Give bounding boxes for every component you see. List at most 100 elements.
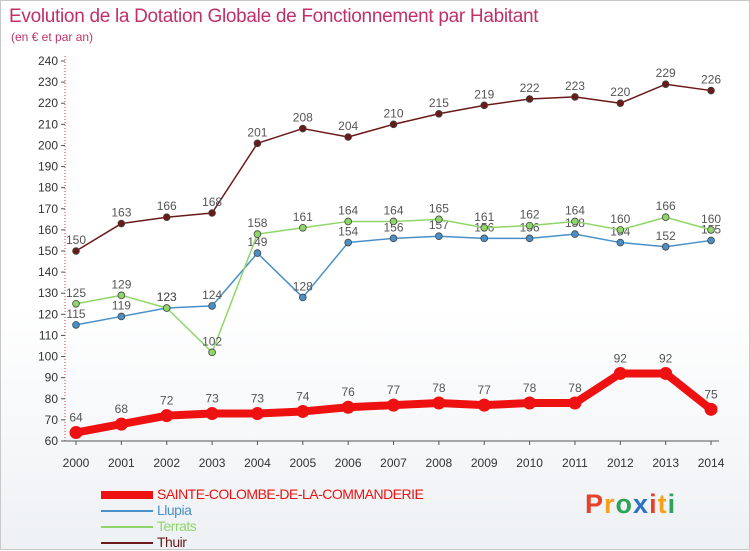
data-label: 78	[523, 381, 537, 395]
data-point	[477, 398, 491, 412]
data-point	[344, 133, 352, 141]
data-label: 92	[659, 351, 673, 365]
data-point	[72, 299, 80, 308]
data-label: 75	[704, 387, 718, 401]
data-point	[525, 221, 534, 230]
data-label: 164	[338, 203, 358, 217]
data-point	[389, 234, 398, 243]
data-label: 78	[432, 381, 446, 395]
data-label: 125	[66, 286, 86, 300]
x-tick-label: 2013	[652, 456, 679, 470]
data-label: 78	[568, 381, 582, 395]
x-tick-label: 2000	[63, 456, 90, 470]
data-label: 215	[429, 96, 449, 110]
data-label: 161	[474, 210, 494, 224]
logo-letter: r	[604, 489, 616, 519]
data-point	[205, 407, 219, 421]
data-point	[208, 209, 216, 217]
data-label: 161	[293, 210, 313, 224]
data-label: 164	[565, 203, 585, 217]
y-tick-label: 90	[45, 371, 59, 385]
data-point	[616, 238, 625, 247]
x-tick-label: 2004	[244, 456, 271, 470]
data-point	[344, 217, 352, 226]
data-point	[480, 223, 489, 232]
data-label: 156	[384, 220, 404, 234]
data-point	[613, 366, 627, 380]
data-label: 72	[160, 394, 174, 408]
data-point	[525, 95, 534, 103]
data-point	[208, 348, 216, 357]
data-point	[389, 217, 398, 226]
y-tick-label: 160	[38, 223, 58, 237]
y-tick-label: 240	[38, 54, 58, 68]
data-point	[117, 291, 126, 300]
y-tick-label: 220	[38, 96, 58, 110]
data-point	[661, 242, 670, 251]
y-tick-label: 120	[38, 307, 58, 321]
data-point	[432, 396, 446, 410]
data-label: 168	[202, 195, 222, 209]
y-tick-label: 130	[38, 286, 58, 300]
data-point	[296, 404, 310, 418]
x-tick-label: 2003	[199, 456, 226, 470]
data-point	[162, 213, 171, 222]
data-label: 119	[112, 298, 131, 312]
data-label: 164	[384, 203, 404, 217]
data-label: 204	[338, 119, 358, 133]
logo-letter: P	[585, 489, 605, 519]
y-tick-label: 190	[38, 160, 58, 174]
y-tick-label: 140	[38, 265, 58, 279]
data-point	[117, 219, 126, 228]
logo-letter: i	[649, 489, 658, 519]
legend-swatch	[101, 542, 153, 544]
data-point	[435, 215, 443, 224]
data-point	[117, 312, 126, 321]
data-point	[208, 302, 216, 310]
data-point	[114, 417, 128, 431]
y-tick-label: 210	[38, 117, 58, 131]
data-point	[298, 124, 307, 133]
x-tick-label: 2006	[335, 456, 362, 470]
data-label: 64	[69, 411, 83, 425]
y-tick-label: 70	[45, 413, 59, 427]
legend-label: Thuir	[157, 534, 187, 550]
data-label: 115	[66, 307, 85, 321]
chart-title: Evolution de la Dotation Globale de Fonc…	[9, 6, 539, 27]
data-label: 123	[157, 290, 177, 304]
data-label: 158	[247, 216, 267, 230]
logo-letter: x	[633, 489, 650, 519]
data-label: 124	[202, 288, 222, 302]
data-point	[298, 293, 307, 302]
y-tick-label: 180	[38, 181, 58, 195]
legend-swatch	[101, 510, 153, 512]
data-label: 223	[565, 79, 585, 93]
y-tick-label: 200	[38, 138, 58, 152]
data-point	[571, 217, 579, 226]
x-tick-label: 2001	[108, 456, 135, 470]
data-point	[661, 213, 670, 222]
data-point	[661, 80, 670, 89]
x-tick-label: 2010	[516, 456, 543, 470]
data-point	[525, 234, 534, 243]
y-tick-label: 170	[38, 202, 58, 216]
data-label: 77	[387, 383, 401, 397]
data-point	[616, 99, 625, 108]
data-point	[435, 109, 443, 118]
y-tick-label: 150	[38, 244, 58, 258]
data-label: 76	[341, 385, 355, 399]
data-label: 77	[478, 383, 492, 397]
data-point	[162, 304, 171, 312]
data-label: 219	[474, 87, 494, 101]
proxiti-logo: Proxiti	[585, 489, 676, 520]
data-point	[707, 86, 715, 95]
data-label: 165	[429, 201, 449, 215]
x-tick-label: 2012	[607, 456, 634, 470]
data-point	[616, 226, 625, 234]
data-label: 74	[296, 389, 310, 403]
data-label: 92	[614, 351, 628, 365]
data-point	[344, 238, 352, 247]
data-label: 150	[66, 233, 86, 247]
